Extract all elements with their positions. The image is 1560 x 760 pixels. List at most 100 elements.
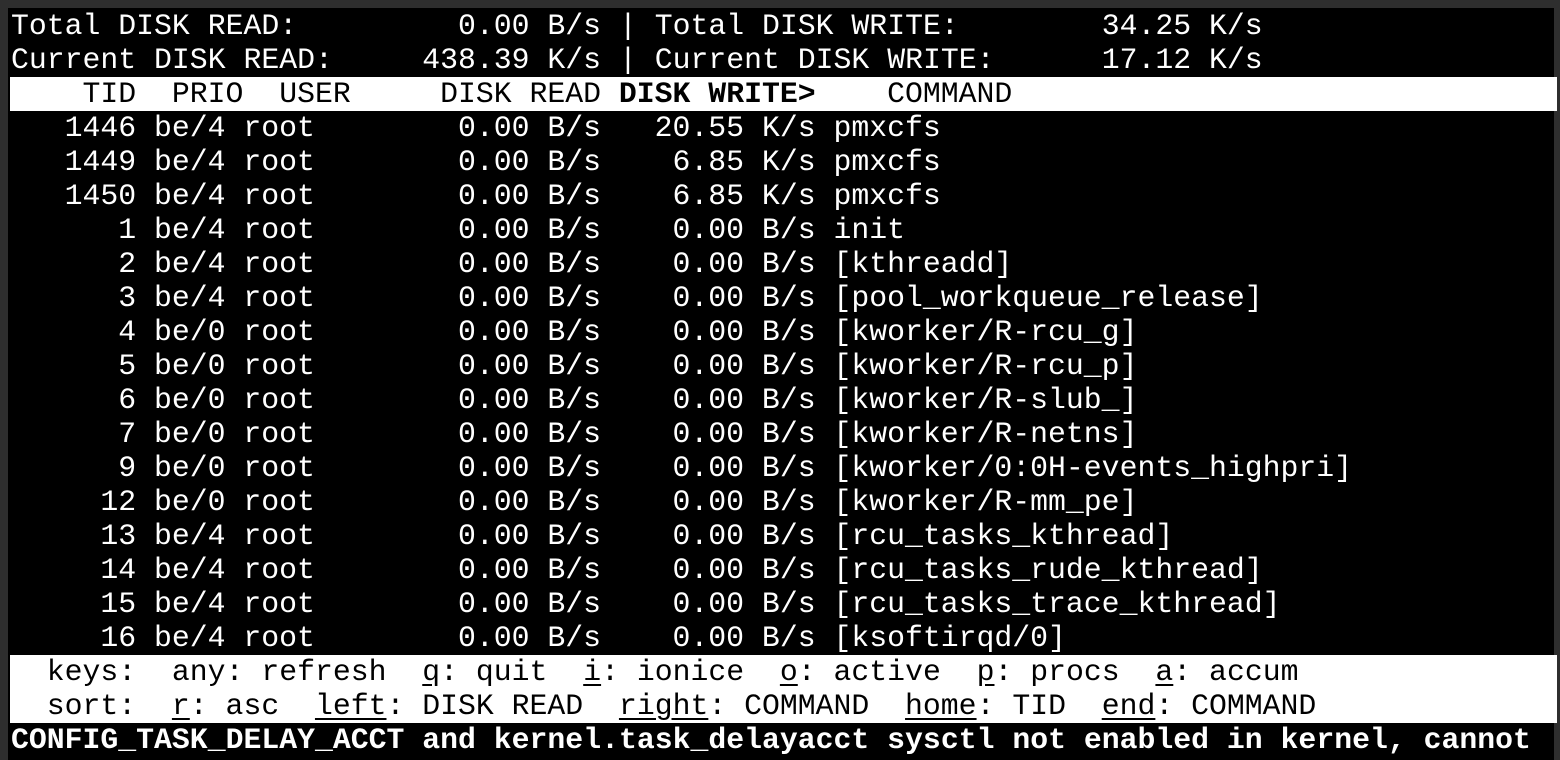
hint-desc: : quit xyxy=(440,655,548,689)
disk-write-cell: 6.85 K/s xyxy=(672,179,816,213)
col-user[interactable]: USER xyxy=(279,77,351,111)
process-row[interactable]: 7 be/0 root 0.00 B/s 0.00 B/s [kworker/R-netn… xyxy=(10,417,1557,451)
process-row[interactable]: 2 be/4 root 0.00 B/s 0.00 B/s [kthreadd] xyxy=(10,247,1557,281)
current-read-value: 438.39 K/s xyxy=(422,43,602,77)
tid-cell: 16 xyxy=(100,621,137,655)
col-disk-read[interactable]: DISK READ xyxy=(440,77,602,111)
hint-desc: : COMMAND xyxy=(1155,689,1317,723)
hint-key: end xyxy=(1101,689,1156,723)
keys-hint-p[interactable]: p: procs xyxy=(977,655,1120,689)
sort-hint-right[interactable]: right: COMMAND xyxy=(619,689,869,723)
sort-label: sort: xyxy=(46,689,137,723)
user-cell: root xyxy=(243,383,315,417)
command-cell: [rcu_tasks_rude_kthread] xyxy=(833,553,1263,587)
keys-hint-a[interactable]: a: accum xyxy=(1155,655,1298,689)
tid-cell: 12 xyxy=(100,485,137,519)
command-cell: [kworker/R-netns] xyxy=(833,417,1138,451)
hint-key: left xyxy=(314,689,387,723)
command-cell: [kthreadd] xyxy=(833,247,1013,281)
sort-hint-r[interactable]: r: asc xyxy=(172,689,279,723)
process-row[interactable]: 1446 be/4 root 0.00 B/s 20.55 K/s pmxcfs xyxy=(10,111,1557,145)
disk-write-cell: 0.00 B/s xyxy=(672,315,816,349)
keys-label: keys: xyxy=(46,655,137,689)
current-write-value: 17.12 K/s xyxy=(1101,43,1263,77)
tid-cell: 7 xyxy=(118,417,137,451)
disk-read-cell: 0.00 B/s xyxy=(457,519,602,553)
process-row[interactable]: 9 be/0 root 0.00 B/s 0.00 B/s [kworker/0:0H-e… xyxy=(10,451,1557,485)
sort-hint-left[interactable]: left: DISK READ xyxy=(315,689,583,723)
hint-desc: : active xyxy=(797,655,941,689)
disk-write-cell: 0.00 B/s xyxy=(672,213,816,247)
disk-read-cell: 0.00 B/s xyxy=(457,247,602,281)
process-row[interactable]: 1449 be/4 root 0.00 B/s 6.85 K/s pmxcfs xyxy=(10,145,1557,179)
process-row[interactable]: 3 be/4 root 0.00 B/s 0.00 B/s [pool_workqueue… xyxy=(10,281,1557,315)
prio-cell: be/0 xyxy=(154,349,226,383)
prio-cell: be/0 xyxy=(154,315,226,349)
prio-cell: be/4 xyxy=(154,179,226,213)
disk-read-cell: 0.00 B/s xyxy=(457,111,602,145)
prio-cell: be/4 xyxy=(154,247,226,281)
prio-cell: be/4 xyxy=(154,145,226,179)
user-cell: root xyxy=(243,145,315,179)
process-row[interactable]: 13 be/4 root 0.00 B/s 0.00 B/s [rcu_tasks_kth… xyxy=(10,519,1557,553)
hint-key: a xyxy=(1155,655,1174,689)
keys-line: keys: any: refresh q: quit i: ionice o: acti… xyxy=(10,655,1557,689)
hint-key: r xyxy=(171,689,190,723)
hint-key: i xyxy=(583,655,602,689)
disk-write-cell: 0.00 B/s xyxy=(672,485,816,519)
hint-key: q xyxy=(422,655,441,689)
col-command[interactable]: COMMAND xyxy=(887,77,1013,111)
keys-hint-q[interactable]: q: quit xyxy=(422,655,547,689)
user-cell: root xyxy=(243,315,315,349)
process-row[interactable]: 16 be/4 root 0.00 B/s 0.00 B/s [ksoftirqd/0] xyxy=(10,621,1557,655)
hint-desc: : COMMAND xyxy=(708,689,870,723)
prio-cell: be/4 xyxy=(154,553,226,587)
hint-key: home xyxy=(905,689,977,723)
col-tid[interactable]: TID xyxy=(82,77,137,111)
total-read-value: 0.00 B/s xyxy=(458,9,602,43)
keys-hint-any[interactable]: any: refresh xyxy=(172,655,387,689)
process-row[interactable]: 12 be/0 root 0.00 B/s 0.00 B/s [kworker/R-mm_… xyxy=(10,485,1557,519)
process-row[interactable]: 4 be/0 root 0.00 B/s 0.00 B/s [kworker/R-rcu_… xyxy=(10,315,1557,349)
col-prio[interactable]: PRIO xyxy=(171,77,244,111)
prio-cell: be/0 xyxy=(154,451,226,485)
process-row[interactable]: 6 be/0 root 0.00 B/s 0.00 B/s [kworker/R-slub… xyxy=(10,383,1557,417)
sort-hint-home[interactable]: home: TID xyxy=(905,689,1066,723)
keys-hint-o[interactable]: o: active xyxy=(780,655,941,689)
command-cell: [rcu_tasks_kthread] xyxy=(833,519,1174,553)
iotop-terminal[interactable]: Total DISK READ: 0.00 B/s | Total DISK WR… xyxy=(8,8,1557,760)
disk-read-cell: 0.00 B/s xyxy=(457,451,602,485)
tid-cell: 2 xyxy=(118,247,137,281)
user-cell: root xyxy=(243,485,315,519)
disk-read-cell: 0.00 B/s xyxy=(457,417,602,451)
prio-cell: be/4 xyxy=(154,621,226,655)
disk-write-cell: 0.00 B/s xyxy=(672,587,816,621)
hint-desc: : DISK READ xyxy=(386,689,584,723)
disk-read-cell: 0.00 B/s xyxy=(457,621,602,655)
col-disk-write-sorted[interactable]: DISK WRITE> xyxy=(618,77,816,111)
keys-hint-i[interactable]: i: ionice xyxy=(583,655,744,689)
process-row[interactable]: 1450 be/4 root 0.00 B/s 6.85 K/s pmxcfs xyxy=(10,179,1557,213)
disk-write-cell: 0.00 B/s xyxy=(672,281,816,315)
disk-read-cell: 0.00 B/s xyxy=(457,315,602,349)
hint-desc: : refresh xyxy=(225,655,387,689)
command-cell: [kworker/R-rcu_p] xyxy=(833,349,1138,383)
user-cell: root xyxy=(243,281,315,315)
command-cell: [kworker/R-rcu_g] xyxy=(833,315,1138,349)
tid-cell: 9 xyxy=(118,451,137,485)
process-row[interactable]: 5 be/0 root 0.00 B/s 0.00 B/s [kworker/R-rcu_… xyxy=(10,349,1557,383)
user-cell: root xyxy=(243,417,315,451)
disk-read-cell: 0.00 B/s xyxy=(457,553,602,587)
disk-read-cell: 0.00 B/s xyxy=(457,485,602,519)
user-cell: root xyxy=(243,519,315,553)
sort-hint-end[interactable]: end: COMMAND xyxy=(1102,689,1317,723)
user-cell: root xyxy=(243,553,315,587)
process-row[interactable]: 1 be/4 root 0.00 B/s 0.00 B/s init xyxy=(10,213,1557,247)
tid-cell: 1 xyxy=(118,213,137,247)
command-cell: [kworker/R-slub_] xyxy=(833,383,1138,417)
user-cell: root xyxy=(243,247,315,281)
process-row[interactable]: 14 be/4 root 0.00 B/s 0.00 B/s [rcu_tasks_rud… xyxy=(10,553,1557,587)
command-cell: pmxcfs xyxy=(833,179,941,213)
disk-read-cell: 0.00 B/s xyxy=(457,213,602,247)
process-row[interactable]: 15 be/4 root 0.00 B/s 0.00 B/s [rcu_tasks_tra… xyxy=(10,587,1557,621)
